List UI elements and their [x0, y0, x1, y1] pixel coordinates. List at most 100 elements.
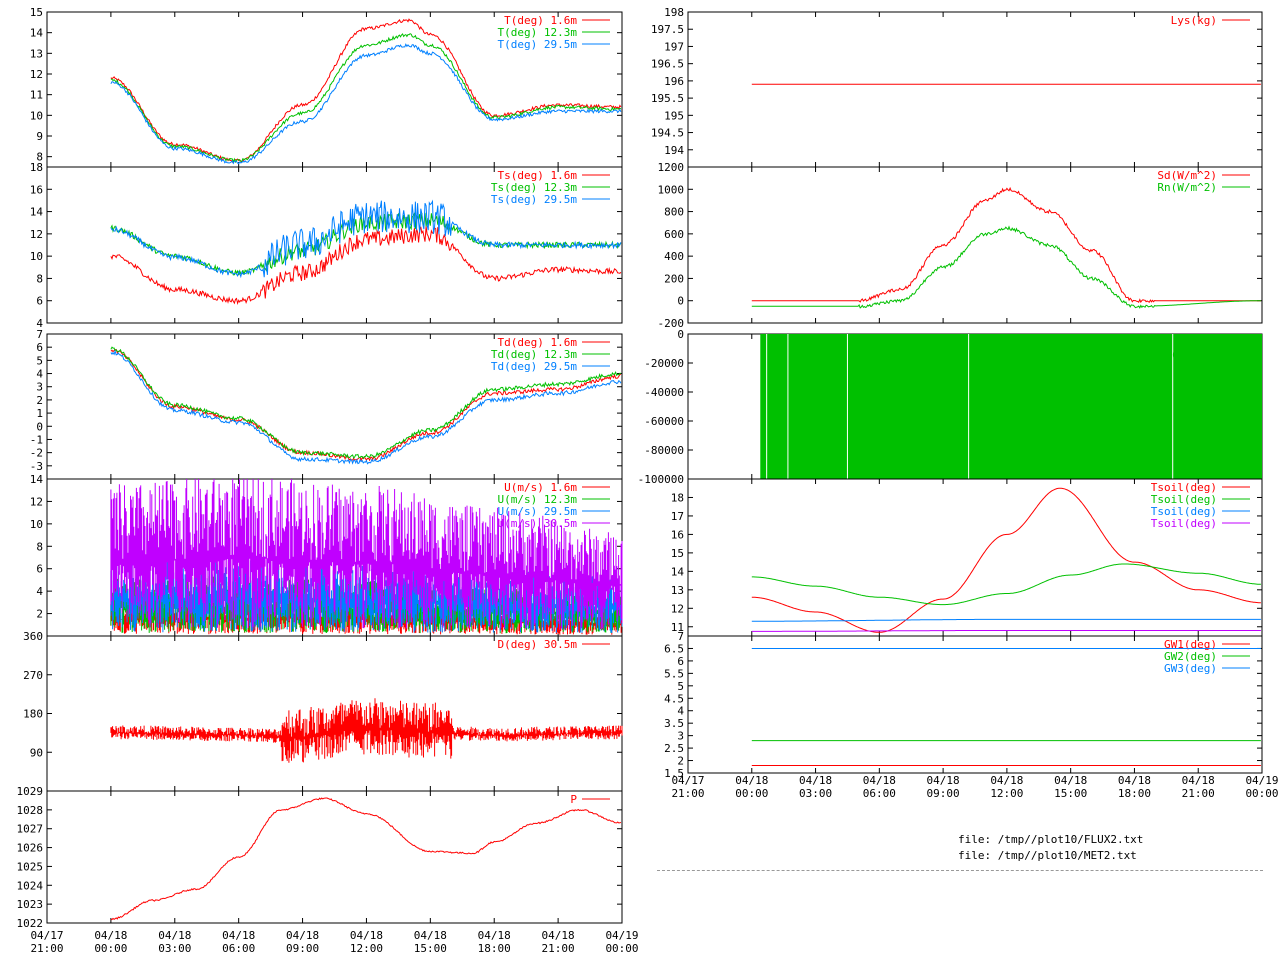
legend-label: P — [570, 793, 577, 806]
xtick-date-label: 04/18 — [94, 929, 127, 942]
file-note-flux: file: /tmp//plot10/FLUX2.txt — [958, 833, 1144, 846]
ytick-label: 194.5 — [651, 127, 684, 140]
ytick-label: 400 — [664, 250, 684, 263]
panel-frame-groundwater — [687, 635, 1263, 774]
ytick-label: 11 — [30, 89, 43, 102]
xtick-time-label: 21:00 — [1182, 787, 1215, 800]
xtick-date-label: 04/18 — [414, 929, 447, 942]
ytick-label: 180 — [23, 708, 43, 721]
ytick-label: 197.5 — [651, 23, 684, 36]
legend-label: GW2(deg) — [1164, 650, 1217, 663]
xtick-date-label: 04/18 — [799, 774, 832, 787]
legend-label: GW1(deg) — [1164, 638, 1217, 651]
legend-label: T(deg) 12.3m — [498, 26, 578, 39]
series-line — [110, 33, 621, 164]
ytick-label: 1027 — [17, 823, 44, 836]
ytick-label: 360 — [23, 630, 43, 643]
ytick-label: 270 — [23, 669, 43, 682]
xtick-date-label: 04/17 — [30, 929, 63, 942]
series-line — [110, 346, 621, 460]
ytick-label: 12 — [30, 495, 43, 508]
series-line — [751, 225, 1261, 309]
ytick-label: 1.5 — [664, 767, 684, 780]
ytick-label: 15 — [671, 547, 684, 560]
ytick-label: 800 — [664, 206, 684, 219]
ytick-label: 15 — [30, 6, 43, 19]
xtick-time-label: 12:00 — [990, 787, 1023, 800]
ytick-label: 2 — [677, 755, 684, 768]
legend-label: Td(deg) 29.5m — [491, 360, 577, 373]
ytick-label: 12 — [30, 68, 43, 81]
panel-frame-radiation — [687, 166, 1263, 324]
ytick-label: -1 — [30, 433, 43, 446]
panel-frame-tsonic — [46, 166, 623, 324]
ytick-label: 6 — [36, 563, 43, 576]
ytick-label: 197 — [664, 40, 684, 53]
ytick-label: 1026 — [17, 842, 44, 855]
ytick-label: 1029 — [17, 785, 44, 798]
ytick-label: 196.5 — [651, 58, 684, 71]
ytick-label: 4 — [677, 705, 684, 718]
ytick-label: 14 — [671, 565, 685, 578]
ytick-label: 9 — [36, 130, 43, 143]
xtick-time-label: 18:00 — [1118, 787, 1151, 800]
separator-line — [657, 870, 1263, 871]
series-line — [751, 563, 1261, 606]
series-line — [110, 348, 622, 462]
xtick-time-label: 00:00 — [94, 942, 127, 955]
legend-label: D(deg) 30.5m — [498, 638, 578, 651]
ground-flux-area — [760, 334, 1262, 479]
ytick-label: 195.5 — [651, 92, 684, 105]
ytick-label: 200 — [664, 272, 684, 285]
ytick-label: 1 — [36, 407, 43, 420]
ytick-label: 11 — [671, 621, 684, 634]
xtick-date-label: 04/18 — [158, 929, 191, 942]
ytick-label: 7 — [36, 328, 43, 341]
xtick-time-label: 00:00 — [735, 787, 768, 800]
legend-label: Tsoil(deg) — [1151, 517, 1217, 530]
legend-label: Td(deg) 1.6m — [498, 336, 578, 349]
xtick-time-label: 21:00 — [671, 787, 704, 800]
ytick-label: 10 — [30, 109, 43, 122]
ytick-label: -20000 — [644, 357, 684, 370]
legend-label: Tsoil(deg) — [1151, 505, 1217, 518]
ytick-label: 8 — [36, 151, 43, 164]
ytick-label: 14 — [30, 473, 44, 486]
xtick-time-label: 15:00 — [414, 942, 447, 955]
ytick-label: 12 — [30, 228, 43, 241]
legend-label: U(m/s) 12.3m — [498, 493, 578, 506]
legend-label: U(m/s) 29.5m — [498, 505, 578, 518]
ytick-label: 2 — [36, 394, 43, 407]
legend-label: Sd(W/m^2) — [1157, 169, 1217, 182]
series-line — [110, 797, 622, 921]
legend-label: T(deg) 1.6m — [504, 14, 577, 27]
ytick-label: 3 — [677, 730, 684, 743]
xtick-time-label: 09:00 — [927, 787, 960, 800]
ytick-label: 600 — [664, 228, 684, 241]
series-line — [110, 18, 622, 163]
xtick-time-label: 00:00 — [1245, 787, 1278, 800]
xtick-date-label: 04/18 — [927, 774, 960, 787]
ytick-label: 0 — [36, 420, 43, 433]
ytick-label: 1023 — [17, 898, 44, 911]
xtick-date-label: 04/18 — [478, 929, 511, 942]
ytick-label: 195 — [664, 109, 684, 122]
ytick-label: 5.5 — [664, 667, 684, 680]
ytick-label: 1022 — [17, 917, 44, 930]
xtick-date-label: 04/18 — [350, 929, 383, 942]
ytick-label: 3 — [36, 381, 43, 394]
xtick-time-label: 18:00 — [478, 942, 511, 955]
xtick-time-label: 03:00 — [799, 787, 832, 800]
ytick-label: 14 — [30, 27, 44, 40]
xtick-time-label: 15:00 — [1054, 787, 1087, 800]
legend-label: Tsoil(deg) — [1151, 481, 1217, 494]
ytick-label: 1028 — [17, 804, 44, 817]
legend-label: G2(W/m^2) — [1157, 348, 1217, 361]
ytick-label: 4.5 — [664, 692, 684, 705]
legend-label: U(m/s) 1.6m — [504, 481, 577, 494]
ytick-label: 16 — [671, 528, 684, 541]
ytick-label: 6.5 — [664, 642, 684, 655]
ytick-label: 1200 — [658, 161, 685, 174]
series-line — [110, 349, 622, 465]
ytick-label: 6 — [36, 295, 43, 308]
